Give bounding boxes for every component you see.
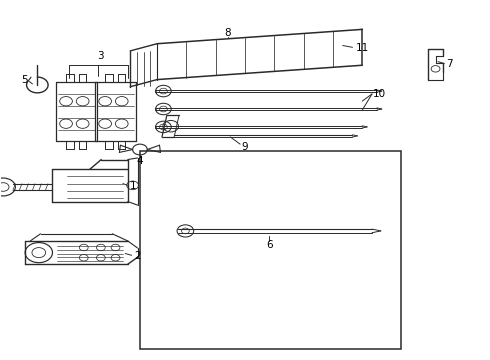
Text: 11: 11 <box>356 43 369 53</box>
Text: 6: 6 <box>266 240 273 250</box>
Text: 3: 3 <box>98 51 104 61</box>
Text: 7: 7 <box>446 59 453 69</box>
Text: 10: 10 <box>373 89 386 99</box>
Text: 5: 5 <box>21 75 27 85</box>
Text: 8: 8 <box>224 28 231 38</box>
Text: 1: 1 <box>130 181 137 191</box>
Text: 2: 2 <box>134 251 141 261</box>
Text: 9: 9 <box>242 142 248 152</box>
Text: 4: 4 <box>137 156 143 166</box>
Bar <box>140 151 401 348</box>
